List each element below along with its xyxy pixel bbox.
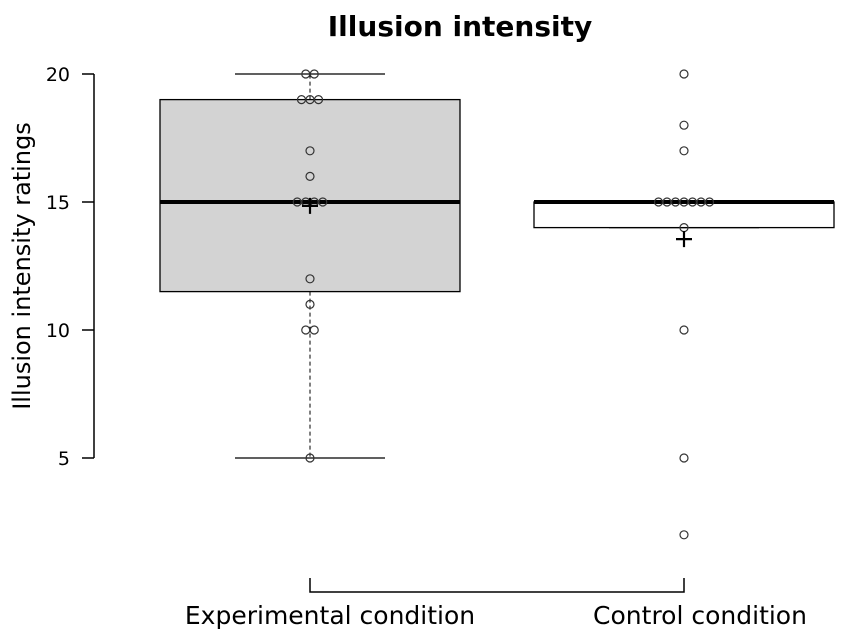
boxes-layer: [159, 69, 835, 540]
data-point: [305, 146, 315, 156]
y-axis: 5 10 15 20: [46, 64, 95, 470]
mean-marker: [302, 197, 318, 214]
data-point: [309, 325, 319, 335]
x-axis-line: [309, 578, 685, 593]
mean-marker: [676, 231, 692, 248]
data-point: [309, 69, 319, 79]
data-point: [318, 197, 328, 207]
x-axis: Experimental condition Control condition: [185, 578, 807, 630]
y-tick-label: 15: [46, 192, 70, 214]
chart-title: Illusion intensity: [328, 10, 592, 43]
data-point: [305, 299, 315, 309]
x-category-label: Experimental condition: [185, 601, 475, 630]
data-point: [313, 94, 324, 105]
y-tick-label: 5: [58, 448, 70, 470]
x-category-label: Control condition: [593, 601, 807, 630]
data-point: [679, 146, 689, 156]
box-group: [159, 69, 461, 463]
y-tick-label: 10: [46, 320, 70, 342]
data-point: [679, 120, 689, 130]
box-iqr: [159, 98, 461, 293]
data-point: [305, 274, 315, 284]
data-point: [679, 453, 689, 463]
y-tick-label: 20: [46, 64, 70, 86]
data-point: [679, 69, 689, 79]
data-point: [305, 171, 315, 181]
data-point: [679, 325, 689, 335]
box-group: [533, 69, 835, 540]
data-point: [679, 530, 689, 540]
data-point: [305, 453, 315, 463]
data-point: [704, 197, 715, 207]
y-axis-label: Illusion intensity ratings: [8, 122, 36, 410]
data-point: [301, 325, 311, 335]
